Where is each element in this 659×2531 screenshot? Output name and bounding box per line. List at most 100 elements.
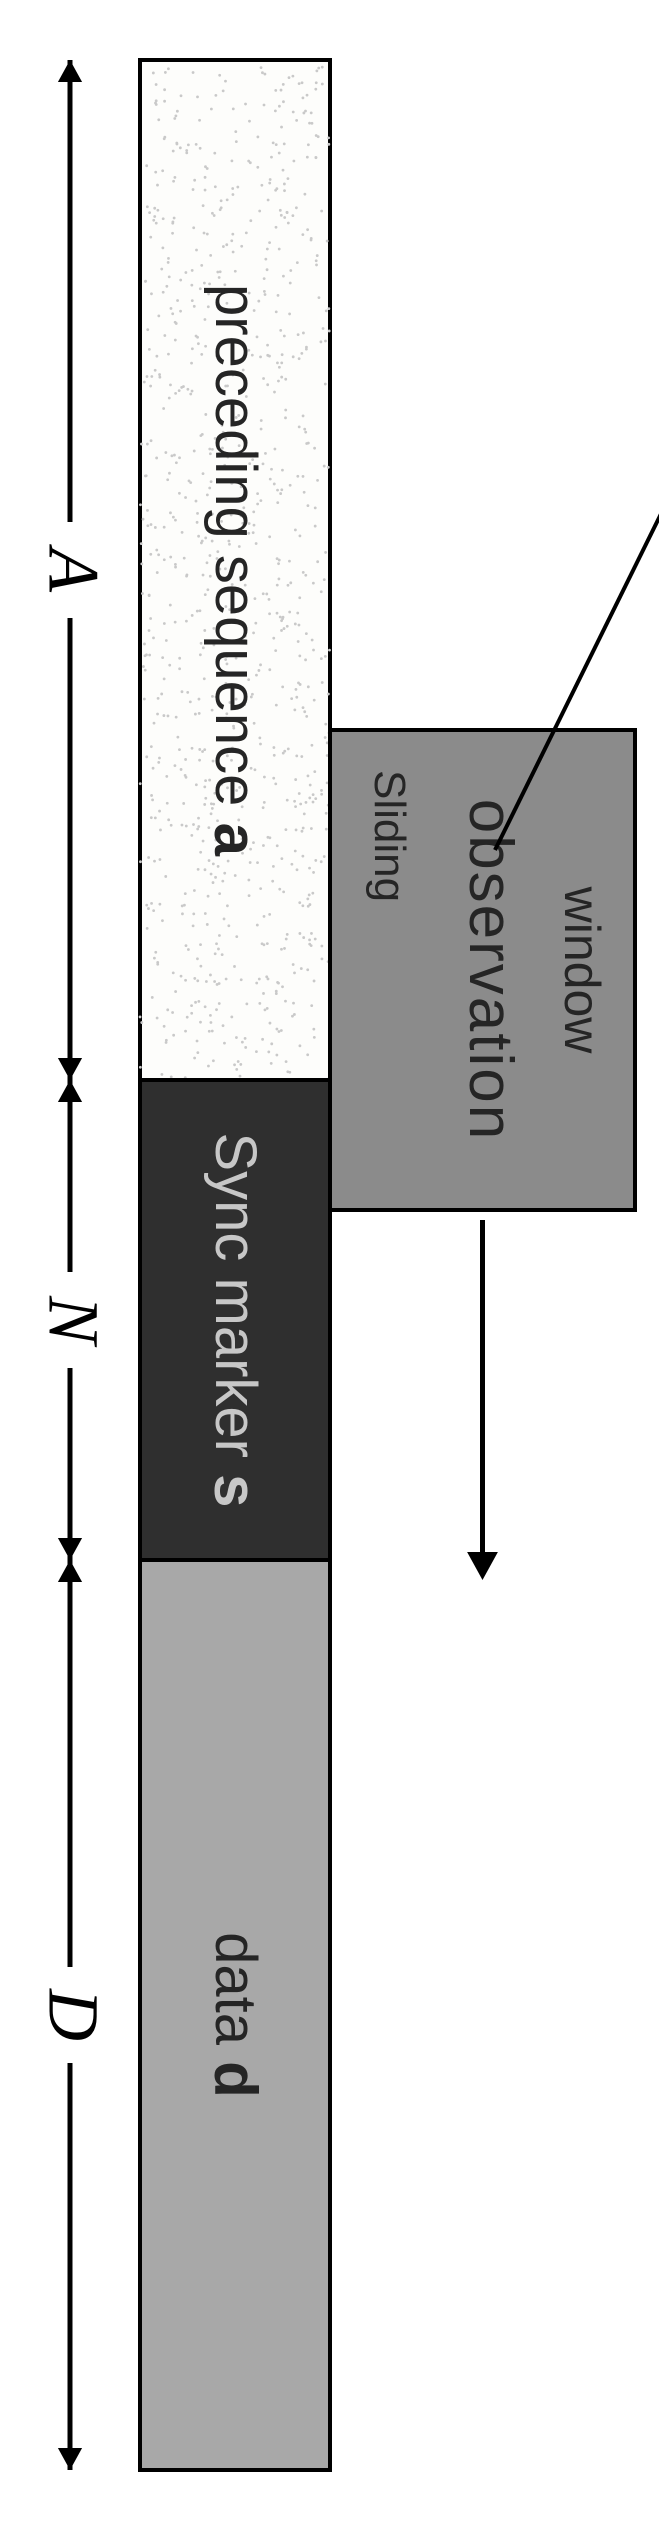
stipple-dot bbox=[169, 604, 172, 607]
stipple-dot bbox=[152, 767, 155, 770]
stipple-dot bbox=[169, 511, 172, 514]
stipple-dot bbox=[308, 894, 311, 897]
stipple-dot bbox=[199, 1021, 202, 1024]
stipple-dot bbox=[314, 859, 317, 862]
stipple-dot bbox=[260, 66, 263, 69]
stipple-dot bbox=[302, 827, 305, 830]
stipple-dot bbox=[276, 557, 279, 560]
stipple-dot bbox=[191, 614, 194, 617]
stipple-dot bbox=[140, 1021, 143, 1024]
stipple-dot bbox=[306, 94, 309, 97]
stipple-dot bbox=[324, 551, 327, 554]
stipple-dot bbox=[327, 136, 330, 139]
stipple-dot bbox=[233, 1063, 236, 1066]
stipple-dot bbox=[297, 333, 300, 336]
stipple-dot bbox=[231, 187, 234, 190]
stipple-dot bbox=[320, 860, 323, 863]
stipple-dot bbox=[286, 625, 289, 628]
stipple-dot bbox=[279, 329, 282, 332]
stipple-dot bbox=[167, 257, 170, 260]
stipple-dot bbox=[273, 483, 276, 486]
stipple-dot bbox=[178, 748, 181, 751]
stipple-dot bbox=[268, 241, 271, 244]
stipple-dot bbox=[302, 475, 305, 478]
stipple-dot bbox=[195, 143, 198, 146]
stipple-dot bbox=[150, 523, 153, 526]
stipple-dot bbox=[159, 858, 162, 861]
stipple-dot bbox=[311, 639, 314, 642]
stipple-dot bbox=[190, 834, 193, 837]
stipple-dot bbox=[193, 1057, 196, 1060]
stipple-dot bbox=[180, 386, 183, 389]
stipple-dot bbox=[145, 653, 148, 656]
stipple-dot bbox=[155, 457, 158, 460]
stipple-dot bbox=[283, 189, 286, 192]
stipple-dot bbox=[146, 509, 149, 512]
stipple-dot bbox=[184, 892, 187, 895]
stipple-dot bbox=[303, 428, 306, 431]
stipple-dot bbox=[172, 150, 175, 153]
stipple-dot bbox=[215, 942, 218, 945]
stipple-dot bbox=[163, 622, 166, 625]
stipple-dot bbox=[175, 716, 178, 719]
stipple-dot bbox=[185, 944, 188, 947]
stipple-dot bbox=[321, 83, 324, 86]
stipple-dot bbox=[295, 688, 298, 691]
stipple-dot bbox=[301, 81, 304, 84]
stipple-dot bbox=[156, 961, 159, 964]
stipple-dot bbox=[272, 865, 275, 868]
stipple-dot bbox=[204, 912, 207, 915]
stipple-dot bbox=[295, 696, 298, 699]
stipple-dot bbox=[284, 1000, 287, 1003]
stipple-dot bbox=[300, 352, 303, 355]
stipple-dot bbox=[262, 992, 265, 995]
stipple-dot bbox=[199, 434, 202, 437]
stipple-dot bbox=[272, 637, 275, 640]
stipple-dot bbox=[281, 353, 284, 356]
stipple-dot bbox=[299, 1044, 302, 1047]
stipple-dot bbox=[189, 700, 192, 703]
stipple-dot bbox=[248, 120, 251, 123]
stipple-dot bbox=[178, 667, 181, 670]
stipple-dot bbox=[208, 1030, 211, 1033]
stipple-dot bbox=[191, 390, 194, 393]
stipple-dot bbox=[282, 275, 285, 278]
stipple-dot bbox=[195, 335, 198, 338]
stipple-dot bbox=[292, 355, 295, 358]
stipple-dot bbox=[283, 750, 286, 753]
stipple-dot bbox=[158, 373, 161, 376]
stipple-dot bbox=[276, 361, 279, 364]
stipple-dot bbox=[288, 611, 291, 614]
stipple-dot bbox=[304, 574, 307, 577]
stipple-dot bbox=[278, 105, 281, 108]
stipple-dot bbox=[247, 160, 250, 163]
stipple-dot bbox=[308, 797, 311, 800]
stipple-dot bbox=[161, 1073, 164, 1076]
stipple-dot bbox=[276, 489, 279, 492]
stipple-dot bbox=[144, 280, 147, 283]
stipple-dot bbox=[294, 805, 297, 808]
stipple-dot bbox=[315, 134, 318, 137]
stipple-dot bbox=[320, 340, 323, 343]
stipple-dot bbox=[300, 967, 303, 970]
stipple-dot bbox=[240, 245, 243, 248]
stipple-dot bbox=[292, 1002, 295, 1005]
stipple-dot bbox=[270, 1042, 273, 1045]
stipple-dot bbox=[273, 746, 276, 749]
stipple-dot bbox=[293, 800, 296, 803]
stipple-dot bbox=[296, 612, 299, 615]
stipple-dot bbox=[192, 924, 195, 927]
stipple-dot bbox=[234, 130, 237, 133]
stipple-dot bbox=[160, 693, 163, 696]
stipple-dot bbox=[151, 798, 154, 801]
stipple-dot bbox=[220, 199, 223, 202]
stipple-dot bbox=[153, 207, 156, 210]
stipple-dot bbox=[191, 299, 194, 302]
stipple-dot bbox=[226, 198, 229, 201]
stipple-dot bbox=[175, 322, 178, 325]
stipple-dot bbox=[295, 206, 298, 209]
stipple-dot bbox=[200, 642, 203, 645]
stipple-dot bbox=[161, 169, 164, 172]
stipple-dot bbox=[224, 80, 227, 83]
stipple-dot bbox=[298, 792, 301, 795]
